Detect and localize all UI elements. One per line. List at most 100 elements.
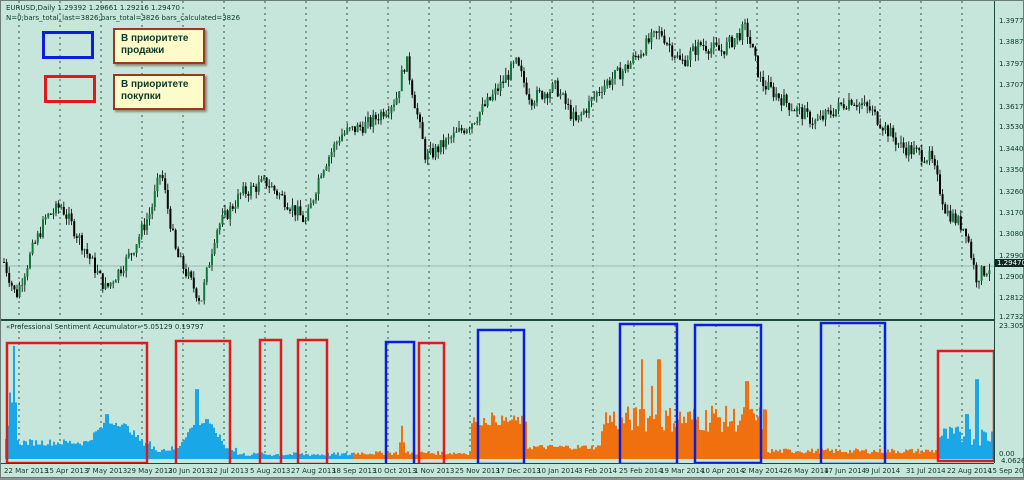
candle-bull xyxy=(551,83,554,92)
histogram-bar-buy xyxy=(795,451,797,459)
histogram-bar-buy xyxy=(755,420,757,459)
chart-canvas[interactable] xyxy=(1,1,994,463)
date-tick: 26 May 2014 xyxy=(783,467,829,475)
candle-bear xyxy=(143,224,146,231)
histogram-bar-buy xyxy=(773,451,775,459)
histogram-bar-buy xyxy=(789,449,791,459)
histogram-bar-buy xyxy=(441,451,443,459)
histogram-bar-buy xyxy=(905,449,907,459)
candle-bull xyxy=(109,282,112,287)
histogram-bar-buy xyxy=(423,452,425,459)
histogram-bar-sell xyxy=(167,450,169,459)
histogram-bar-sell xyxy=(293,452,295,459)
candle-bull xyxy=(744,22,746,25)
histogram-bar-buy xyxy=(547,445,549,459)
histogram-bar-sell xyxy=(307,454,309,459)
candle-bear xyxy=(634,55,637,57)
histogram-bar-buy xyxy=(495,422,497,459)
candle-bear xyxy=(910,145,913,155)
histogram-bar-sell xyxy=(149,441,151,459)
candle-bear xyxy=(598,92,601,94)
candle-bear xyxy=(273,185,276,191)
candle-bear xyxy=(546,93,549,99)
candle-bull xyxy=(946,210,949,214)
histogram-bar-buy xyxy=(767,452,769,459)
histogram-bar-buy xyxy=(369,453,371,459)
candle-bear xyxy=(923,161,926,163)
candle-bull xyxy=(848,99,850,109)
candle-bear xyxy=(637,56,640,58)
histogram-bar-sell xyxy=(255,453,257,459)
indicator-axis-min: 0.00 xyxy=(999,450,1015,458)
pane-separator[interactable] xyxy=(1,319,994,321)
candle-bull xyxy=(533,102,536,106)
candle-bear xyxy=(164,178,167,190)
candle-bull xyxy=(835,109,837,117)
candle-bull xyxy=(315,193,317,201)
candle-bear xyxy=(120,269,122,274)
histogram-bar-buy xyxy=(801,452,803,459)
histogram-bar-sell xyxy=(119,426,121,459)
candle-bear xyxy=(785,94,788,104)
histogram-bar-buy xyxy=(733,408,735,459)
candle-bear xyxy=(944,204,947,214)
candle-bear xyxy=(289,209,291,211)
candle-bear xyxy=(666,43,668,45)
legend-buy-swatch xyxy=(44,75,96,103)
histogram-bar-buy xyxy=(437,451,439,459)
histogram-bar-buy xyxy=(377,452,379,459)
candle-bear xyxy=(699,42,702,45)
candle-bear xyxy=(731,36,733,47)
candle-bear xyxy=(855,105,858,107)
date-tick: 29 May 2013 xyxy=(127,467,173,475)
histogram-bar-buy xyxy=(797,452,799,459)
date-tick: 10 Apr 2014 xyxy=(701,467,745,475)
candle-bull xyxy=(712,42,715,49)
histogram-bar-buy xyxy=(843,451,845,459)
candle-bear xyxy=(762,76,765,87)
histogram-bar-buy xyxy=(923,452,925,459)
histogram-bar-buy xyxy=(743,407,745,459)
candle-bear xyxy=(294,205,297,216)
histogram-bar-buy xyxy=(613,411,615,459)
histogram-bar-buy xyxy=(617,429,619,459)
candle-bear xyxy=(845,108,848,110)
candle-bear xyxy=(975,264,978,283)
date-tick: 1 Nov 2013 xyxy=(414,467,455,475)
histogram-bar-buy xyxy=(741,414,743,459)
candle-bear xyxy=(172,228,174,230)
histogram-bar-buy xyxy=(531,449,533,459)
histogram-bar-buy xyxy=(375,451,377,459)
candle-bull xyxy=(237,194,239,207)
candle-bull xyxy=(819,115,822,120)
candle-bull xyxy=(346,128,349,134)
candle-bear xyxy=(192,277,195,289)
candle-bear xyxy=(419,114,421,122)
candle-bear xyxy=(437,146,440,153)
histogram-bar-buy xyxy=(525,421,527,459)
candle-bull xyxy=(473,122,476,124)
histogram-bar-buy xyxy=(653,419,655,459)
date-tick: 15 Apr 2013 xyxy=(45,467,89,475)
histogram-bar-buy xyxy=(427,451,429,459)
histogram-bar-buy xyxy=(739,420,741,459)
histogram-bar-buy xyxy=(659,359,661,459)
candle-bear xyxy=(523,71,525,83)
candle-bear xyxy=(517,57,520,66)
candle-bull xyxy=(104,283,107,289)
histogram-bar-sell xyxy=(201,423,203,459)
candle-bull xyxy=(23,276,26,285)
histogram-bar-buy xyxy=(879,448,881,459)
candle-bear xyxy=(463,130,466,134)
candle-bear xyxy=(777,93,780,99)
candle-bull xyxy=(468,128,471,130)
price-tick: 1.38875 xyxy=(999,38,1024,47)
histogram-bar-buy xyxy=(543,447,545,459)
histogram-bar-buy xyxy=(717,417,719,459)
candle-bear xyxy=(663,35,666,44)
candle-bull xyxy=(234,206,237,209)
candle-bear xyxy=(720,50,723,52)
current-price-label: 1.29470 xyxy=(995,259,1024,267)
candle-bull xyxy=(138,236,141,245)
